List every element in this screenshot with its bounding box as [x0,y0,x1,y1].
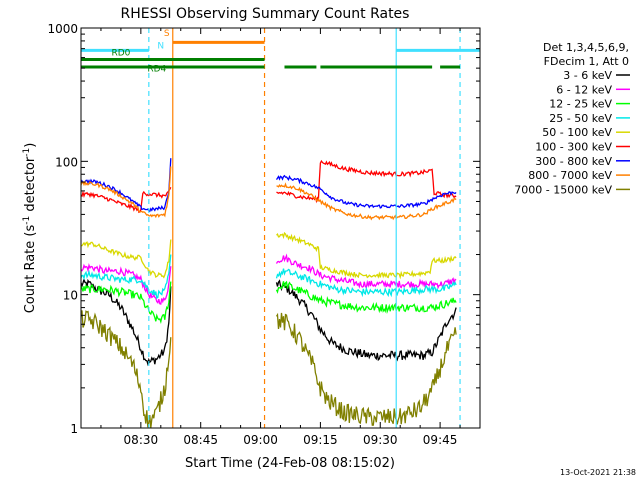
series-8-segment-0 [81,310,172,428]
legend-label-6: 300 - 800 keV [535,155,612,168]
x-tick-label-1: 08:45 [183,433,218,447]
series-1-segment-0 [81,263,172,305]
y-tick-label-3: 1000 [47,22,78,36]
x-tick-label-0: 08:30 [124,433,159,447]
series-2-segment-0 [81,281,172,325]
y-tick-label-0: 1 [70,422,78,436]
legend-header-line-1: Det 1,3,4,5,6,9, [543,41,629,54]
legend-label-7: 800 - 7000 keV [528,169,612,182]
y-tick-label-2: 100 [55,155,78,169]
x-tick-label-3: 09:15 [303,433,338,447]
x-tick-label-2: 09:00 [243,433,278,447]
overlay-layer: SN RD0 RD4 [81,28,480,428]
series-3-segment-1 [275,268,457,298]
y-axis-label-sup: -1 [22,216,32,225]
axis-layer: 08:30 08:45 09:00 09:15 09:30 09:45 1 10 100 1000 [47,22,481,447]
legend-label-8: 7000 - 15000 keV [514,183,612,196]
legend-label-2: 12 - 25 keV [549,98,612,111]
x-tick-label-5: 09:45 [423,433,458,447]
flag-label-RD0: RD0 [111,49,130,59]
series-6-segment-0 [81,158,172,213]
y-axis-label: Count Rate (s-1 detector-1) [22,143,38,314]
series-7-segment-0 [81,166,172,219]
x-tick-label-4: 09:30 [363,433,398,447]
y-axis-label-sup2: -1 [22,148,32,157]
legend-label-0: 3 - 6 keV [563,69,612,82]
y-tick-label-1: 10 [63,289,78,303]
legend-header-line-2: FDecim 1, Att 0 [544,55,629,68]
x-axis-label: Start Time (24-Feb-08 08:15:02) [185,456,395,471]
legend-label-3: 25 - 50 keV [549,112,612,125]
series-2-segment-1 [275,280,457,314]
y-axis-label-end: ) [23,143,38,148]
series-8-segment-1 [275,312,457,426]
series-4-segment-1 [276,231,457,280]
flag-label-S: S [164,29,170,39]
series-0-segment-0 [81,277,172,367]
series-6-segment-1 [275,174,457,209]
plot-area [81,158,457,428]
legend-label-4: 50 - 100 keV [542,126,612,139]
y-axis-label-mid: detector [23,156,38,216]
legend-label-5: 100 - 300 keV [535,141,612,154]
series-4-segment-0 [81,239,172,279]
legend-label-1: 6 - 12 keV [556,83,612,96]
chart-title: RHESSI Observing Summary Count Rates [121,6,410,22]
series-5-segment-0 [81,187,172,214]
series-3-segment-0 [81,254,172,299]
series-0-segment-1 [275,279,457,362]
legend: Det 1,3,4,5,6,9, FDecim 1, Att 0 3 - 6 k… [514,41,630,196]
series-5-segment-1 [276,159,457,204]
y-axis-label-main: Count Rate (s [23,225,38,314]
series-7-segment-1 [276,182,457,221]
flag-label-RD4: RD4 [147,65,166,75]
flag-label-N: N [157,42,164,52]
timestamp: 13-Oct-2021 21:38 [560,468,636,477]
